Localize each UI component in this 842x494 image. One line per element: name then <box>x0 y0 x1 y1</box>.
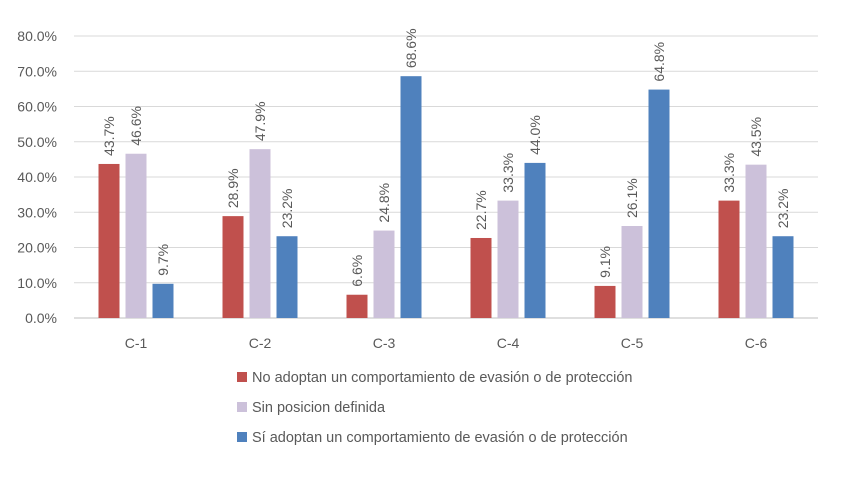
x-tick-label: C-4 <box>497 335 520 351</box>
data-label: 23.2% <box>279 189 295 229</box>
data-label: 28.9% <box>225 168 241 208</box>
bar <box>152 283 174 318</box>
bar <box>772 236 794 318</box>
y-tick-label: 30.0% <box>17 204 57 220</box>
data-label: 33.3% <box>721 153 737 193</box>
data-label: 43.7% <box>101 116 117 156</box>
bar <box>524 162 546 318</box>
data-label: 64.8% <box>651 42 667 82</box>
y-tick-label: 40.0% <box>17 169 57 185</box>
legend-swatch <box>237 402 247 412</box>
data-label: 33.3% <box>500 153 516 193</box>
x-tick-label: C-2 <box>249 335 272 351</box>
bar <box>718 200 740 318</box>
bar <box>621 225 643 318</box>
bar <box>249 149 271 318</box>
y-tick-label: 80.0% <box>17 28 57 44</box>
bar <box>470 237 492 318</box>
bar <box>346 294 368 318</box>
bar <box>222 216 244 318</box>
legend-label: Sin posicion definida <box>252 400 386 416</box>
bar <box>745 164 767 318</box>
y-tick-label: 70.0% <box>17 63 57 79</box>
bar <box>648 89 670 318</box>
legend-swatch <box>237 372 247 382</box>
legend-swatch <box>237 432 247 442</box>
data-label: 23.2% <box>775 189 791 229</box>
x-tick-label: C-5 <box>621 335 644 351</box>
bar <box>98 163 120 318</box>
y-tick-label: 50.0% <box>17 134 57 150</box>
bar <box>594 285 616 318</box>
bar <box>400 76 422 318</box>
data-label: 68.6% <box>403 28 419 68</box>
data-label: 24.8% <box>376 183 392 223</box>
bar <box>373 230 395 318</box>
legend-label: Sí adoptan un comportamiento de evasión … <box>252 430 628 446</box>
data-label: 43.5% <box>748 117 764 157</box>
x-tick-label: C-1 <box>125 335 148 351</box>
data-label: 9.1% <box>597 246 613 278</box>
y-tick-label: 0.0% <box>25 310 57 326</box>
bar <box>497 200 519 318</box>
bar <box>276 236 298 318</box>
data-label: 44.0% <box>527 115 543 155</box>
data-label: 26.1% <box>624 178 640 218</box>
data-label: 46.6% <box>128 106 144 146</box>
x-tick-label: C-6 <box>745 335 768 351</box>
data-label: 22.7% <box>473 190 489 230</box>
bar <box>125 153 147 318</box>
data-label: 9.7% <box>155 244 171 276</box>
y-tick-label: 10.0% <box>17 275 57 291</box>
data-label: 6.6% <box>349 255 365 287</box>
data-label: 47.9% <box>252 101 268 141</box>
x-tick-label: C-3 <box>373 335 396 351</box>
y-tick-label: 60.0% <box>17 99 57 115</box>
legend-label: No adoptan un comportamiento de evasión … <box>252 370 632 386</box>
y-tick-label: 20.0% <box>17 240 57 256</box>
